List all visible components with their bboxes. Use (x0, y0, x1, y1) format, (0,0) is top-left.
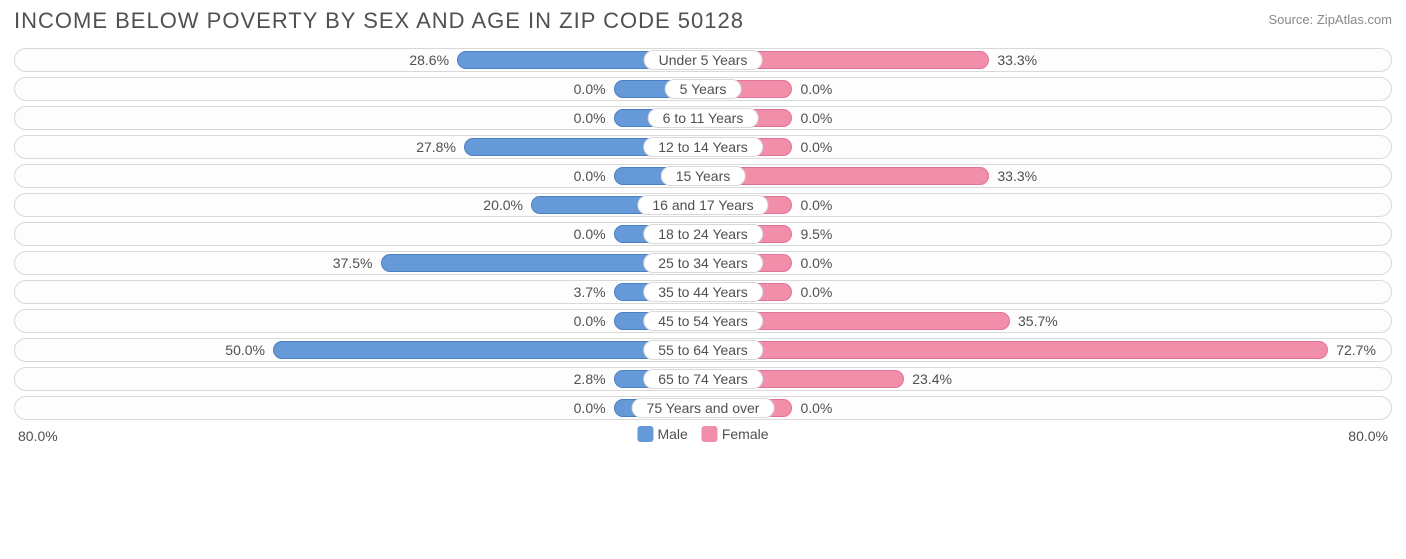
chart-footer: 80.0% Male Female 80.0% (14, 426, 1392, 450)
female-value-label: 0.0% (792, 136, 832, 158)
female-value-label: 72.7% (1328, 339, 1376, 361)
category-label: 75 Years and over (632, 398, 775, 418)
male-value-label: 0.0% (574, 107, 614, 129)
female-half: 35.7% (703, 310, 1391, 332)
male-value-label: 3.7% (574, 281, 614, 303)
male-bar (273, 341, 703, 359)
male-value-label: 20.0% (483, 194, 531, 216)
chart-row: 0.0% 9.5% 18 to 24 Years (14, 222, 1392, 246)
male-half: 2.8% (15, 368, 703, 390)
female-bar (703, 341, 1328, 359)
legend-swatch-male (637, 426, 653, 442)
male-half: 3.7% (15, 281, 703, 303)
male-value-label: 50.0% (225, 339, 273, 361)
female-half: 72.7% (703, 339, 1391, 361)
chart-legend: Male Female (637, 426, 768, 442)
chart-row: 37.5% 0.0% 25 to 34 Years (14, 251, 1392, 275)
female-value-label: 0.0% (792, 281, 832, 303)
category-label: 35 to 44 Years (643, 282, 763, 302)
male-value-label: 0.0% (574, 310, 614, 332)
female-half: 33.3% (703, 49, 1391, 71)
female-half: 0.0% (703, 136, 1391, 158)
female-half: 0.0% (703, 107, 1391, 129)
male-value-label: 0.0% (574, 78, 614, 100)
chart-header: INCOME BELOW POVERTY BY SEX AND AGE IN Z… (14, 8, 1392, 34)
male-half: 37.5% (15, 252, 703, 274)
female-value-label: 0.0% (792, 194, 832, 216)
legend-swatch-female (702, 426, 718, 442)
category-label: 55 to 64 Years (643, 340, 763, 360)
female-value-label: 35.7% (1010, 310, 1058, 332)
male-half: 0.0% (15, 397, 703, 419)
chart-rows: 28.6%33.3%Under 5 Years0.0%0.0%5 Years0.… (14, 48, 1392, 420)
chart-row: 28.6% 33.3% Under 5 Years (14, 48, 1392, 72)
chart-row: 0.0% 0.0% 5 Years (14, 77, 1392, 101)
male-half: 50.0% (15, 339, 703, 361)
category-label: 15 Years (661, 166, 746, 186)
legend-item-male: Male (637, 426, 687, 442)
legend-label-female: Female (722, 426, 769, 442)
male-value-label: 27.8% (416, 136, 464, 158)
category-label: 65 to 74 Years (643, 369, 763, 389)
category-label: 6 to 11 Years (648, 108, 759, 128)
male-value-label: 28.6% (409, 49, 457, 71)
axis-max-left: 80.0% (18, 428, 58, 444)
chart-row: 50.0% 72.7% 55 to 64 Years (14, 338, 1392, 362)
category-label: 12 to 14 Years (643, 137, 763, 157)
chart-row: 0.0% 33.3% 15 Years (14, 164, 1392, 188)
male-half: 0.0% (15, 310, 703, 332)
male-value-label: 0.0% (574, 223, 614, 245)
female-value-label: 9.5% (792, 223, 832, 245)
category-label: 45 to 54 Years (643, 311, 763, 331)
female-half: 33.3% (703, 165, 1391, 187)
male-value-label: 2.8% (574, 368, 614, 390)
chart-row: 0.0% 35.7% 45 to 54 Years (14, 309, 1392, 333)
chart-title: INCOME BELOW POVERTY BY SEX AND AGE IN Z… (14, 8, 744, 34)
female-value-label: 0.0% (792, 107, 832, 129)
male-half: 28.6% (15, 49, 703, 71)
legend-label-male: Male (657, 426, 687, 442)
category-label: Under 5 Years (644, 50, 763, 70)
chart-row: 0.0% 0.0% 6 to 11 Years (14, 106, 1392, 130)
female-half: 0.0% (703, 194, 1391, 216)
female-half: 0.0% (703, 78, 1391, 100)
category-label: 18 to 24 Years (643, 224, 763, 244)
male-half: 0.0% (15, 165, 703, 187)
male-half: 0.0% (15, 107, 703, 129)
category-label: 5 Years (665, 79, 742, 99)
female-value-label: 33.3% (989, 49, 1037, 71)
chart-row: 2.8% 23.4% 65 to 74 Years (14, 367, 1392, 391)
chart-row: 0.0% 0.0% 75 Years and over (14, 396, 1392, 420)
category-label: 25 to 34 Years (643, 253, 763, 273)
axis-max-right: 80.0% (1348, 428, 1388, 444)
male-half: 0.0% (15, 223, 703, 245)
male-half: 0.0% (15, 78, 703, 100)
chart-row: 27.8% 0.0% 12 to 14 Years (14, 135, 1392, 159)
male-value-label: 0.0% (574, 165, 614, 187)
male-value-label: 37.5% (333, 252, 381, 274)
female-half: 0.0% (703, 281, 1391, 303)
chart-container: INCOME BELOW POVERTY BY SEX AND AGE IN Z… (0, 0, 1406, 559)
female-half: 9.5% (703, 223, 1391, 245)
chart-row: 20.0% 0.0% 16 and 17 Years (14, 193, 1392, 217)
chart-row: 3.7% 0.0% 35 to 44 Years (14, 280, 1392, 304)
chart-source: Source: ZipAtlas.com (1268, 8, 1392, 27)
female-value-label: 0.0% (792, 252, 832, 274)
legend-item-female: Female (702, 426, 769, 442)
male-value-label: 0.0% (574, 397, 614, 419)
female-half: 0.0% (703, 397, 1391, 419)
male-half: 27.8% (15, 136, 703, 158)
female-value-label: 33.3% (989, 165, 1037, 187)
female-value-label: 23.4% (904, 368, 952, 390)
female-half: 0.0% (703, 252, 1391, 274)
female-bar (703, 167, 989, 185)
category-label: 16 and 17 Years (637, 195, 768, 215)
female-value-label: 0.0% (792, 397, 832, 419)
male-half: 20.0% (15, 194, 703, 216)
female-value-label: 0.0% (792, 78, 832, 100)
female-half: 23.4% (703, 368, 1391, 390)
